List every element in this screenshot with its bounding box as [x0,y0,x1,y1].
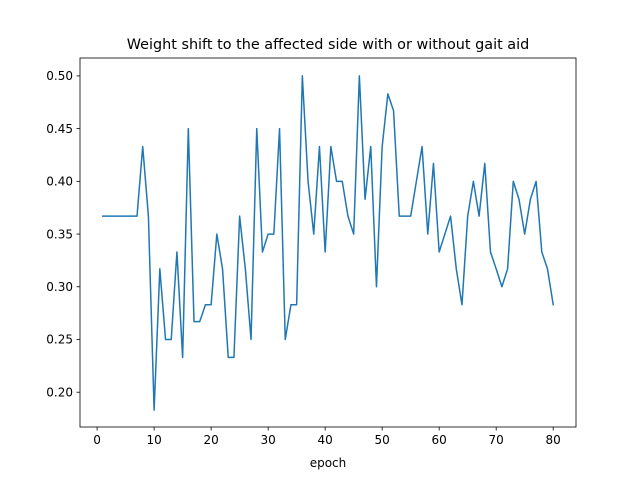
x-tick-label: 70 [489,433,504,447]
y-tick-label: 0.30 [46,280,73,294]
chart-title: Weight shift to the affected side with o… [127,37,530,53]
x-tick-label: 10 [146,433,161,447]
y-tick-label: 0.40 [46,175,73,189]
plot-frame [79,57,577,428]
x-tick-label: 80 [546,433,561,447]
x-tick-label: 20 [203,433,218,447]
x-tick-label: 40 [318,433,333,447]
x-tick-label: 60 [432,433,447,447]
series-layer [102,75,555,411]
x-tick-label: 0 [93,433,101,447]
x-tick-label: 50 [375,433,390,447]
y-tick-label: 0.35 [46,227,73,241]
y-tick-label: 0.50 [46,69,73,83]
x-axis: 0 10 20 30 40 50 60 70 80 [93,427,561,447]
y-tick-label: 0.20 [46,385,73,399]
series-line [102,75,555,411]
x-axis-label: epoch [310,456,347,470]
y-tick-label: 0.45 [46,122,73,136]
x-tick-label: 30 [260,433,275,447]
y-axis: 0.20 0.25 0.30 0.35 0.40 0.45 0.50 [46,69,80,399]
y-tick-label: 0.25 [46,333,73,347]
